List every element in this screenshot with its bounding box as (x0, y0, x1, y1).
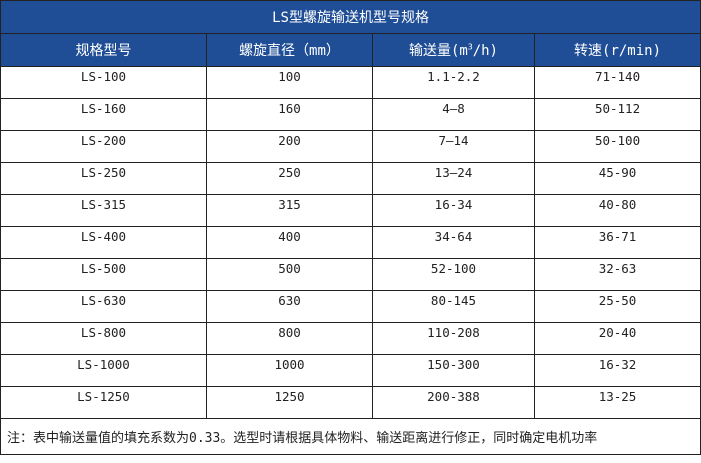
table-row: LS-1250 1250 200-388 13-25 (0, 386, 701, 419)
cell-model: LS-1000 (0, 354, 207, 387)
cell-capacity: 52-100 (372, 258, 535, 291)
table-row: LS-100 100 1.1-2.2 71-140 (0, 66, 701, 99)
cell-capacity: 200-388 (372, 386, 535, 419)
title-row: LS型螺旋输送机型号规格 (0, 0, 701, 34)
cell-diameter: 800 (206, 322, 373, 355)
cell-model: LS-160 (0, 98, 207, 131)
cell-diameter: 200 (206, 130, 373, 163)
cell-speed: 32-63 (533, 258, 701, 291)
cell-diameter: 315 (206, 194, 373, 227)
cell-diameter: 1000 (206, 354, 373, 387)
header-speed: 转速(r/min) (533, 33, 701, 67)
cell-capacity: 1.1-2.2 (372, 66, 535, 99)
cell-speed: 50-100 (533, 130, 701, 163)
cell-capacity: 34-64 (372, 226, 535, 259)
cell-speed: 13-25 (533, 386, 701, 419)
cell-model: LS-500 (0, 258, 207, 291)
cell-diameter: 630 (206, 290, 373, 323)
cell-diameter: 250 (206, 162, 373, 195)
cell-speed: 25-50 (533, 290, 701, 323)
cell-model: LS-800 (0, 322, 207, 355)
table-row: LS-500 500 52-100 32-63 (0, 258, 701, 291)
header-diameter: 螺旋直径（mm） (206, 33, 373, 67)
cell-speed: 36-71 (533, 226, 701, 259)
header-row: 规格型号 螺旋直径（mm） 输送量(m3/h) 转速(r/min) (0, 33, 701, 67)
cell-model: LS-200 (0, 130, 207, 163)
cell-model: LS-250 (0, 162, 207, 195)
header-capacity-label: 输送量(m (409, 43, 468, 59)
cell-capacity: 13—24 (372, 162, 535, 195)
header-model: 规格型号 (0, 33, 207, 67)
cell-speed: 16-32 (533, 354, 701, 387)
cell-diameter: 160 (206, 98, 373, 131)
cell-speed: 40-80 (533, 194, 701, 227)
table-row: LS-400 400 34-64 36-71 (0, 226, 701, 259)
cell-speed: 20-40 (533, 322, 701, 355)
table-row: LS-630 630 80-145 25-50 (0, 290, 701, 323)
note-row: 注：表中输送量值的填充系数为0.33。选型时请根据具体物料、输送距离进行修正，同… (0, 418, 701, 455)
table-row: LS-1000 1000 150-300 16-32 (0, 354, 701, 387)
header-capacity: 输送量(m3/h) (372, 33, 535, 67)
cell-diameter: 1250 (206, 386, 373, 419)
cell-speed: 71-140 (533, 66, 701, 99)
table-title: LS型螺旋输送机型号规格 (0, 0, 701, 34)
cell-model: LS-315 (0, 194, 207, 227)
cell-capacity: 7—14 (372, 130, 535, 163)
cell-capacity: 110-208 (372, 322, 535, 355)
header-capacity-tail: /h) (472, 43, 498, 59)
cell-diameter: 400 (206, 226, 373, 259)
cell-speed: 45-90 (533, 162, 701, 195)
cell-capacity: 4—8 (372, 98, 535, 131)
table-row: LS-200 200 7—14 50-100 (0, 130, 701, 163)
cell-model: LS-1250 (0, 386, 207, 419)
table-note: 注：表中输送量值的填充系数为0.33。选型时请根据具体物料、输送距离进行修正，同… (0, 418, 701, 455)
table-row: LS-315 315 16-34 40-80 (0, 194, 701, 227)
table-row: LS-250 250 13—24 45-90 (0, 162, 701, 195)
cell-model: LS-630 (0, 290, 207, 323)
cell-capacity: 80-145 (372, 290, 535, 323)
table-row: LS-800 800 110-208 20-40 (0, 322, 701, 355)
cell-diameter: 500 (206, 258, 373, 291)
cell-capacity: 16-34 (372, 194, 535, 227)
header-capacity-sup: 3 (467, 42, 473, 52)
cell-capacity: 150-300 (372, 354, 535, 387)
cell-diameter: 100 (206, 66, 373, 99)
cell-model: LS-400 (0, 226, 207, 259)
cell-speed: 50-112 (533, 98, 701, 131)
table-row: LS-160 160 4—8 50-112 (0, 98, 701, 131)
cell-model: LS-100 (0, 66, 207, 99)
